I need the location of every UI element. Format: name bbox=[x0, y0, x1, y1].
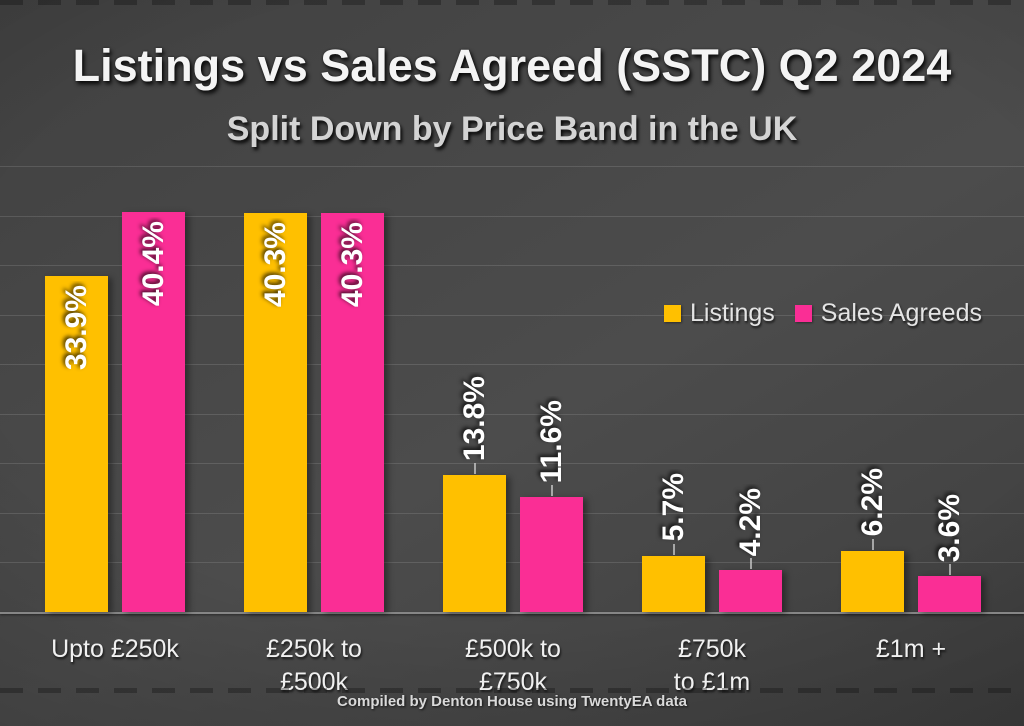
label-leader-line bbox=[948, 564, 951, 576]
gridline bbox=[0, 216, 1024, 217]
bar-value-label-wrap: 4.2% bbox=[689, 396, 812, 556]
bar-listings-1 bbox=[244, 212, 307, 612]
bar-sales-agreeds-4 bbox=[918, 576, 981, 612]
x-axis-label: £500k to £750k bbox=[403, 633, 623, 699]
gridline bbox=[0, 414, 1024, 415]
x-axis-label-line: £750k bbox=[677, 635, 747, 663]
bar-value-label: 5.7% bbox=[657, 473, 690, 542]
bar-listings-3 bbox=[642, 555, 705, 612]
bar-value-label-wrap: 13.8% bbox=[413, 301, 536, 461]
bar-sales-agreeds-0 bbox=[122, 211, 185, 612]
footer-credit: Compiled by Denton House using TwentyEA … bbox=[336, 693, 688, 710]
bar-value-label: 4.2% bbox=[734, 487, 767, 557]
gridline bbox=[0, 364, 1024, 365]
bar-value-label: 6.2% bbox=[856, 468, 889, 537]
bar-sales-agreeds-2 bbox=[520, 497, 583, 612]
label-leader-line bbox=[749, 558, 752, 570]
x-axis-label-line: to £1m bbox=[673, 668, 751, 696]
gridline bbox=[0, 463, 1024, 464]
bottom-edge-texture bbox=[0, 688, 1024, 693]
bar-listings-2 bbox=[443, 475, 506, 612]
x-axis-label-line: £750k bbox=[478, 668, 548, 696]
x-axis-label: Upto £250k bbox=[5, 633, 225, 666]
gridline bbox=[0, 562, 1024, 563]
legend: Listings Sales Agreeds bbox=[664, 299, 982, 327]
label-leader-line bbox=[550, 485, 553, 497]
legend-label-listings: Listings bbox=[690, 298, 775, 327]
bar-listings-4 bbox=[841, 550, 904, 612]
legend-item-sales-agreeds: Sales Agreeds bbox=[794, 298, 982, 328]
legend-swatch-listings-icon bbox=[664, 304, 681, 322]
label-leader-line bbox=[672, 543, 675, 555]
x-axis-label: £1m + bbox=[801, 633, 1021, 666]
legend-swatch-sales-agreeds-icon bbox=[794, 304, 812, 322]
top-edge-texture bbox=[0, 0, 1024, 5]
bar-value-label-wrap: 3.6% bbox=[888, 402, 1011, 562]
legend-label-sales-agreeds: Sales Agreeds bbox=[820, 298, 982, 327]
bar-value-label-wrap: 11.6% bbox=[490, 323, 613, 483]
x-axis-label: £750k to £1m bbox=[602, 633, 822, 699]
gridline bbox=[0, 265, 1024, 266]
bar-value-label-wrap: 5.7% bbox=[612, 382, 735, 542]
bar-listings-0 bbox=[45, 276, 108, 612]
bar-sales-agreeds-1 bbox=[321, 212, 384, 612]
x-axis-label-line: Upto £250k bbox=[51, 635, 179, 663]
bar-value-label: 11.6% bbox=[535, 399, 568, 484]
x-axis-line bbox=[0, 612, 1024, 614]
gridline bbox=[0, 166, 1024, 167]
x-axis-label: £250k to £500k bbox=[204, 633, 424, 699]
chart-subtitle: Split Down by Price Band in the UK bbox=[226, 110, 798, 148]
gridline bbox=[0, 315, 1024, 316]
gridline bbox=[0, 513, 1024, 514]
x-axis-label-line: £500k to bbox=[465, 635, 561, 663]
x-axis-label-line: £500k bbox=[279, 668, 349, 696]
bar-sales-agreeds-3 bbox=[719, 570, 782, 612]
label-leader-line bbox=[871, 538, 874, 550]
label-leader-line bbox=[473, 463, 476, 475]
x-axis-label-line: £1m + bbox=[875, 635, 947, 663]
bar-value-label: 3.6% bbox=[933, 493, 966, 563]
bar-value-label: 13.8% bbox=[458, 376, 491, 462]
legend-item-listings: Listings bbox=[664, 299, 775, 328]
x-axis-label-line: £250k to bbox=[266, 635, 362, 663]
chart-title: Listings vs Sales Agreed (SSTC) Q2 2024 bbox=[72, 40, 952, 91]
